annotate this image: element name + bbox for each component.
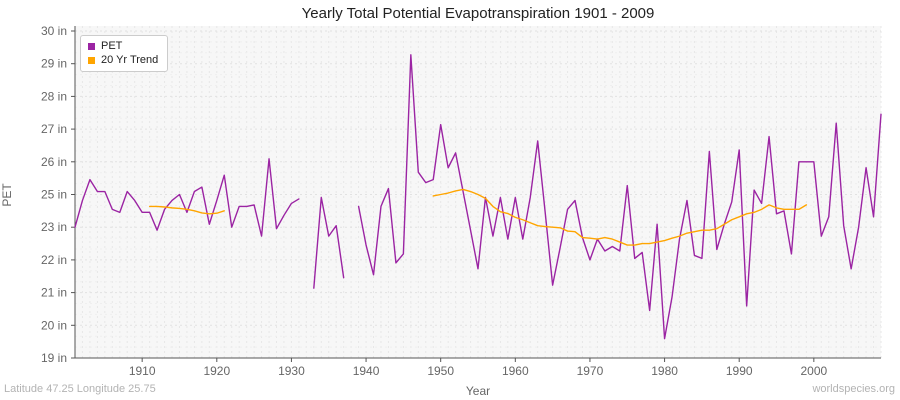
y-axis-title: PET: [0, 183, 14, 207]
y-tick-label: 26 in: [41, 155, 67, 169]
x-tick-label: 1990: [726, 364, 753, 378]
y-tick-label: 27 in: [41, 122, 67, 136]
pet-series-swatch-icon: [88, 42, 95, 50]
x-tick-label: 1940: [353, 364, 380, 378]
legend-label-pet: PET: [101, 40, 123, 52]
x-tick-label: 1920: [203, 364, 230, 378]
y-tick-label: 30 in: [41, 24, 67, 38]
trend-series-swatch-icon: [88, 56, 95, 64]
y-tick-label: 21 in: [41, 286, 67, 300]
y-tick-label: 20 in: [41, 318, 67, 332]
legend-item-trend: 20 Yr Trend: [88, 53, 158, 67]
watermark: worldspecies.org: [812, 383, 895, 395]
x-tick-label: 1930: [278, 364, 305, 378]
y-tick-label: 28 in: [41, 89, 67, 103]
y-tick-label: 19 in: [41, 351, 67, 365]
y-tick-label: 22 in: [41, 253, 67, 267]
x-tick-label: 1970: [577, 364, 604, 378]
y-tick-label: 25 in: [41, 188, 67, 202]
x-tick-label: 2000: [800, 364, 827, 378]
legend: PET 20 Yr Trend: [80, 35, 169, 72]
chart-title: Yearly Total Potential Evapotranspiratio…: [301, 5, 655, 22]
x-tick-label: 1980: [651, 364, 678, 378]
trend-series-line: [148, 205, 225, 215]
x-tick-label: 1910: [129, 364, 156, 378]
x-tick-label: 1950: [427, 364, 454, 378]
legend-label-trend: 20 Yr Trend: [101, 54, 159, 66]
y-tick-label: 29 in: [41, 57, 67, 71]
pet-series-line: [74, 54, 882, 340]
coordinates-caption: Latitude 47.25 Longitude 25.75: [4, 383, 156, 395]
x-tick-label: 1960: [502, 364, 529, 378]
trend-series-line: [432, 188, 808, 246]
y-tick-label: 23 in: [41, 220, 67, 234]
x-axis-title: Year: [465, 384, 491, 398]
legend-item-pet: PET: [88, 39, 158, 53]
